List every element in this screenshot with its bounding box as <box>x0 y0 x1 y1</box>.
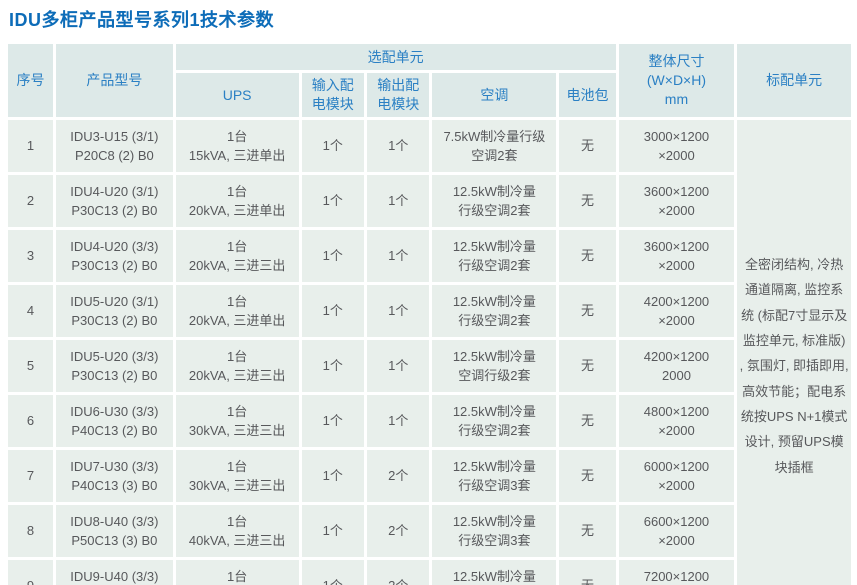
cell-seq: 9 <box>8 560 54 585</box>
page-title: IDU多柜产品型号系列1技术参数 <box>9 10 275 30</box>
spec-table: 序号 产品型号 选配单元 整体尺寸 (W×D×H) mm 标配单元 UPS 输入… <box>5 41 854 585</box>
table-row: 7 IDU7-U30 (3/3) P40C13 (3) B0 1台 30kVA,… <box>8 450 851 502</box>
cell-battery: 无 <box>559 505 616 557</box>
cell-output-module: 2个 <box>367 505 430 557</box>
cell-ac: 12.5kW制冷量 空调行级2套 <box>432 340 557 392</box>
cell-battery: 无 <box>559 395 616 447</box>
cell-ups: 1台 20kVA, 三进三出 <box>175 340 299 392</box>
table-row: 4 IDU5-U20 (3/1) P30C13 (2) B0 1台 20kVA,… <box>8 285 851 337</box>
cell-model: IDU8-U40 (3/3) P50C13 (3) B0 <box>56 505 173 557</box>
cell-output-module: 1个 <box>367 230 430 282</box>
cell-battery: 无 <box>559 450 616 502</box>
cell-ac: 12.5kW制冷量 行级空调2套 <box>432 395 557 447</box>
cell-input-module: 1个 <box>301 395 364 447</box>
cell-dimensions: 4800×1200 ×2000 <box>618 395 735 447</box>
col-header-optional-units: 选配单元 <box>175 44 616 70</box>
header-row-1: 序号 产品型号 选配单元 整体尺寸 (W×D×H) mm 标配单元 <box>8 44 851 117</box>
cell-seq: 4 <box>8 285 54 337</box>
table-row: 3 IDU4-U20 (3/3) P30C13 (2) B0 1台 20kVA,… <box>8 230 851 282</box>
cell-model: IDU5-U20 (3/1) P30C13 (2) B0 <box>56 285 173 337</box>
cell-input-module: 1个 <box>301 175 364 227</box>
cell-seq: 3 <box>8 230 54 282</box>
cell-dimensions: 4200×1200 ×2000 <box>618 285 735 337</box>
cell-standard-units: 全密闭结构, 冷热通道隔离, 监控系统 (标配7寸显示及监控单元, 标准版) ,… <box>737 120 851 585</box>
cell-ups: 1台 20kVA, 三进三出 <box>175 230 299 282</box>
cell-output-module: 1个 <box>367 285 430 337</box>
cell-ups: 1台 15kVA, 三进单出 <box>175 120 299 172</box>
cell-seq: 1 <box>8 120 54 172</box>
cell-ac: 12.5kW制冷量 行级空调3套 <box>432 450 557 502</box>
cell-model: IDU6-U30 (3/3) P40C13 (2) B0 <box>56 395 173 447</box>
cell-dimensions: 4200×1200 2000 <box>618 340 735 392</box>
cell-input-module: 1个 <box>301 560 364 585</box>
cell-model: IDU5-U20 (3/3) P30C13 (2) B0 <box>56 340 173 392</box>
table-row: 5 IDU5-U20 (3/3) P30C13 (2) B0 1台 20kVA,… <box>8 340 851 392</box>
cell-seq: 8 <box>8 505 54 557</box>
cell-ups: 1台 20kVA, 三进单出 <box>175 175 299 227</box>
table-row: 6 IDU6-U30 (3/3) P40C13 (2) B0 1台 30kVA,… <box>8 395 851 447</box>
cell-dimensions: 3000×1200 ×2000 <box>618 120 735 172</box>
cell-seq: 5 <box>8 340 54 392</box>
cell-ac: 12.5kW制冷量 行级空调3套 <box>432 560 557 585</box>
cell-seq: 6 <box>8 395 54 447</box>
cell-dimensions: 7200×1200 ×2000 <box>618 560 735 585</box>
cell-battery: 无 <box>559 340 616 392</box>
col-header-dimensions: 整体尺寸 (W×D×H) mm <box>618 44 735 117</box>
header-row-2: UPS 输入配 电模块 输出配 电模块 空调 电池包 <box>8 73 851 117</box>
cell-battery: 无 <box>559 230 616 282</box>
table-row: 9 IDU9-U40 (3/3) P50C13 (3) B0 1台 40kVA,… <box>8 560 851 585</box>
cell-output-module: 1个 <box>367 120 430 172</box>
col-header-battery: 电池包 <box>559 73 616 117</box>
cell-ac: 12.5kW制冷量 行级空调2套 <box>432 285 557 337</box>
cell-ups: 1台 40kVA, 三进三出 <box>175 505 299 557</box>
cell-dimensions: 3600×1200 ×2000 <box>618 175 735 227</box>
col-header-ups: UPS <box>175 73 299 117</box>
cell-ac: 12.5kW制冷量 行级空调2套 <box>432 175 557 227</box>
cell-input-module: 1个 <box>301 340 364 392</box>
cell-battery: 无 <box>559 560 616 585</box>
cell-seq: 2 <box>8 175 54 227</box>
cell-ups: 1台 40kVA, 三进三出 <box>175 560 299 585</box>
col-header-input-module: 输入配 电模块 <box>301 73 364 117</box>
cell-output-module: 1个 <box>367 175 430 227</box>
cell-model: IDU3-U15 (3/1) P20C8 (2) B0 <box>56 120 173 172</box>
col-header-standard-units: 标配单元 <box>737 44 851 117</box>
cell-battery: 无 <box>559 175 616 227</box>
col-header-output-module: 输出配 电模块 <box>367 73 430 117</box>
cell-dimensions: 3600×1200 ×2000 <box>618 230 735 282</box>
table-row: 1 IDU3-U15 (3/1) P20C8 (2) B0 1台 15kVA, … <box>8 120 851 585</box>
cell-model: IDU7-U30 (3/3) P40C13 (3) B0 <box>56 450 173 502</box>
cell-input-module: 1个 <box>301 505 364 557</box>
cell-ups: 1台 20kVA, 三进单出 <box>175 285 299 337</box>
cell-dimensions: 6000×1200 ×2000 <box>618 450 735 502</box>
col-header-seq: 序号 <box>8 44 54 117</box>
cell-input-module: 1个 <box>301 285 364 337</box>
cell-battery: 无 <box>559 120 616 172</box>
cell-ac: 12.5kW制冷量 行级空调3套 <box>432 505 557 557</box>
cell-output-module: 1个 <box>367 340 430 392</box>
cell-model: IDU4-U20 (3/1) P30C13 (2) B0 <box>56 175 173 227</box>
cell-ac: 12.5kW制冷量 行级空调2套 <box>432 230 557 282</box>
cell-battery: 无 <box>559 285 616 337</box>
cell-output-module: 1个 <box>367 395 430 447</box>
cell-input-module: 1个 <box>301 230 364 282</box>
col-header-ac: 空调 <box>432 73 557 117</box>
cell-input-module: 1个 <box>301 450 364 502</box>
cell-output-module: 2个 <box>367 560 430 585</box>
cell-ups: 1台 30kVA, 三进三出 <box>175 450 299 502</box>
cell-model: IDU4-U20 (3/3) P30C13 (2) B0 <box>56 230 173 282</box>
cell-ac: 7.5kW制冷量行级 空调2套 <box>432 120 557 172</box>
table-row: 2 IDU4-U20 (3/1) P30C13 (2) B0 1台 20kVA,… <box>8 175 851 227</box>
table-row: 8 IDU8-U40 (3/3) P50C13 (3) B0 1台 40kVA,… <box>8 505 851 557</box>
cell-seq: 7 <box>8 450 54 502</box>
cell-model: IDU9-U40 (3/3) P50C13 (3) B0 <box>56 560 173 585</box>
cell-ups: 1台 30kVA, 三进三出 <box>175 395 299 447</box>
cell-dimensions: 6600×1200 ×2000 <box>618 505 735 557</box>
cell-input-module: 1个 <box>301 120 364 172</box>
col-header-model: 产品型号 <box>56 44 173 117</box>
cell-output-module: 2个 <box>367 450 430 502</box>
